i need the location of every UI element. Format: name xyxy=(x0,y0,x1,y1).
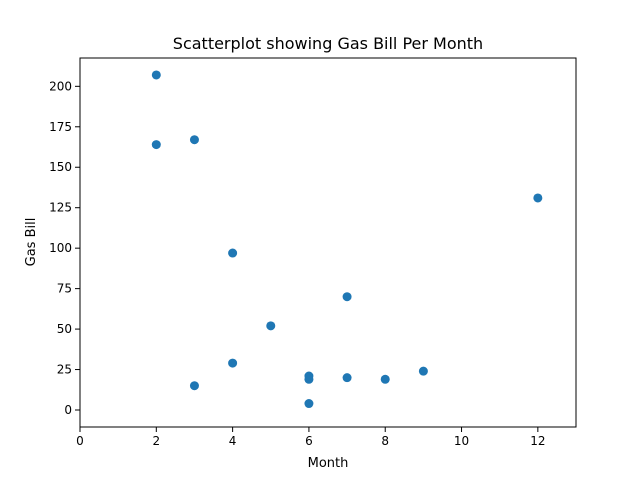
x-tick-label: 10 xyxy=(454,434,469,448)
y-tick-label: 50 xyxy=(57,322,72,336)
x-tick-label: 2 xyxy=(152,434,160,448)
chart-title: Scatterplot showing Gas Bill Per Month xyxy=(173,34,483,53)
data-points xyxy=(151,70,543,409)
x-tick-label: 8 xyxy=(381,434,389,448)
data-point xyxy=(151,70,161,80)
x-tick-label: 0 xyxy=(76,434,84,448)
y-tick-label: 25 xyxy=(57,363,72,377)
data-point xyxy=(342,373,352,383)
y-axis-ticks: 0 25 50 75 100 125 150 175 200 xyxy=(49,79,80,417)
x-axis-label: Month xyxy=(308,456,349,471)
data-point xyxy=(189,135,199,145)
y-tick-label: 150 xyxy=(49,160,72,174)
y-axis-label: Gas Bill xyxy=(24,218,39,267)
data-point xyxy=(418,366,428,376)
plot-area-frame xyxy=(79,57,577,428)
data-point xyxy=(228,358,238,368)
y-tick-label: 100 xyxy=(49,241,72,255)
y-tick-label: 125 xyxy=(49,201,72,215)
y-tick-label: 75 xyxy=(57,282,72,296)
data-point xyxy=(228,248,238,258)
data-point xyxy=(189,381,199,391)
x-axis-ticks: 0 2 4 6 8 10 12 xyxy=(76,427,545,448)
data-point xyxy=(266,321,276,331)
data-point xyxy=(304,399,314,409)
x-tick-label: 12 xyxy=(530,434,545,448)
x-tick-label: 6 xyxy=(305,434,313,448)
x-tick-label: 4 xyxy=(229,434,237,448)
data-point xyxy=(533,193,543,203)
data-point xyxy=(304,374,314,384)
data-point xyxy=(151,140,161,150)
y-tick-label: 200 xyxy=(49,79,72,93)
data-point xyxy=(342,292,352,302)
data-point xyxy=(380,374,390,384)
y-tick-label: 0 xyxy=(64,403,72,417)
y-tick-label: 175 xyxy=(49,120,72,134)
